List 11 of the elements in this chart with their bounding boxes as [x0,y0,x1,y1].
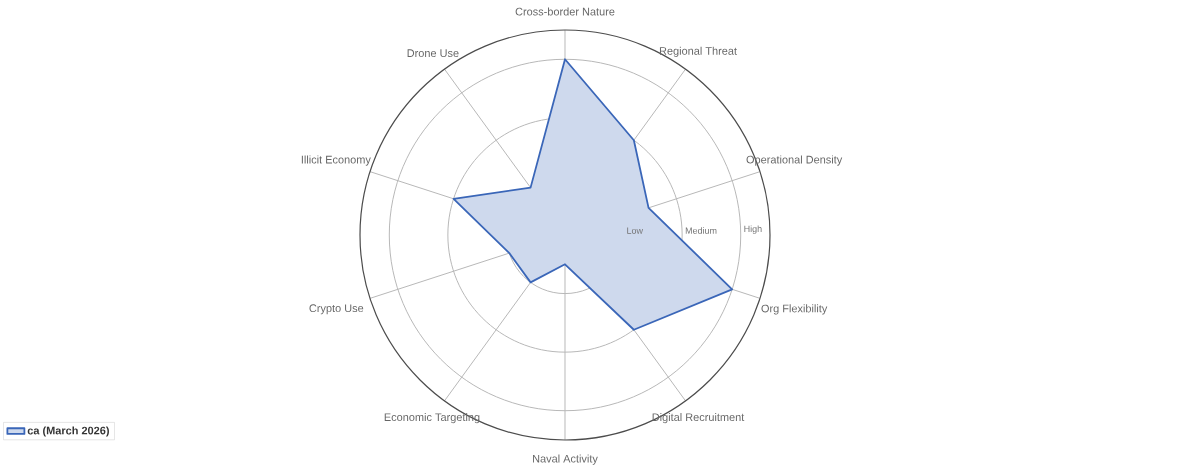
y-tick-label: Low [627,227,643,234]
spoke-label: Naval Activity [533,454,598,465]
spoke-label: Drone Use [407,49,459,58]
spoke-label: Regional Threat [659,46,737,57]
spoke-label: Crypto Use [309,304,364,315]
legend-label: ca (March 2026) [27,426,109,437]
y-tick-label: High [744,225,762,234]
y-tick-label: Medium [685,227,717,234]
spoke-label: Org Flexibility [761,304,828,315]
spoke-label: Illicit Economy [301,155,371,166]
spoke-label: Cross-border Nature [515,7,615,16]
